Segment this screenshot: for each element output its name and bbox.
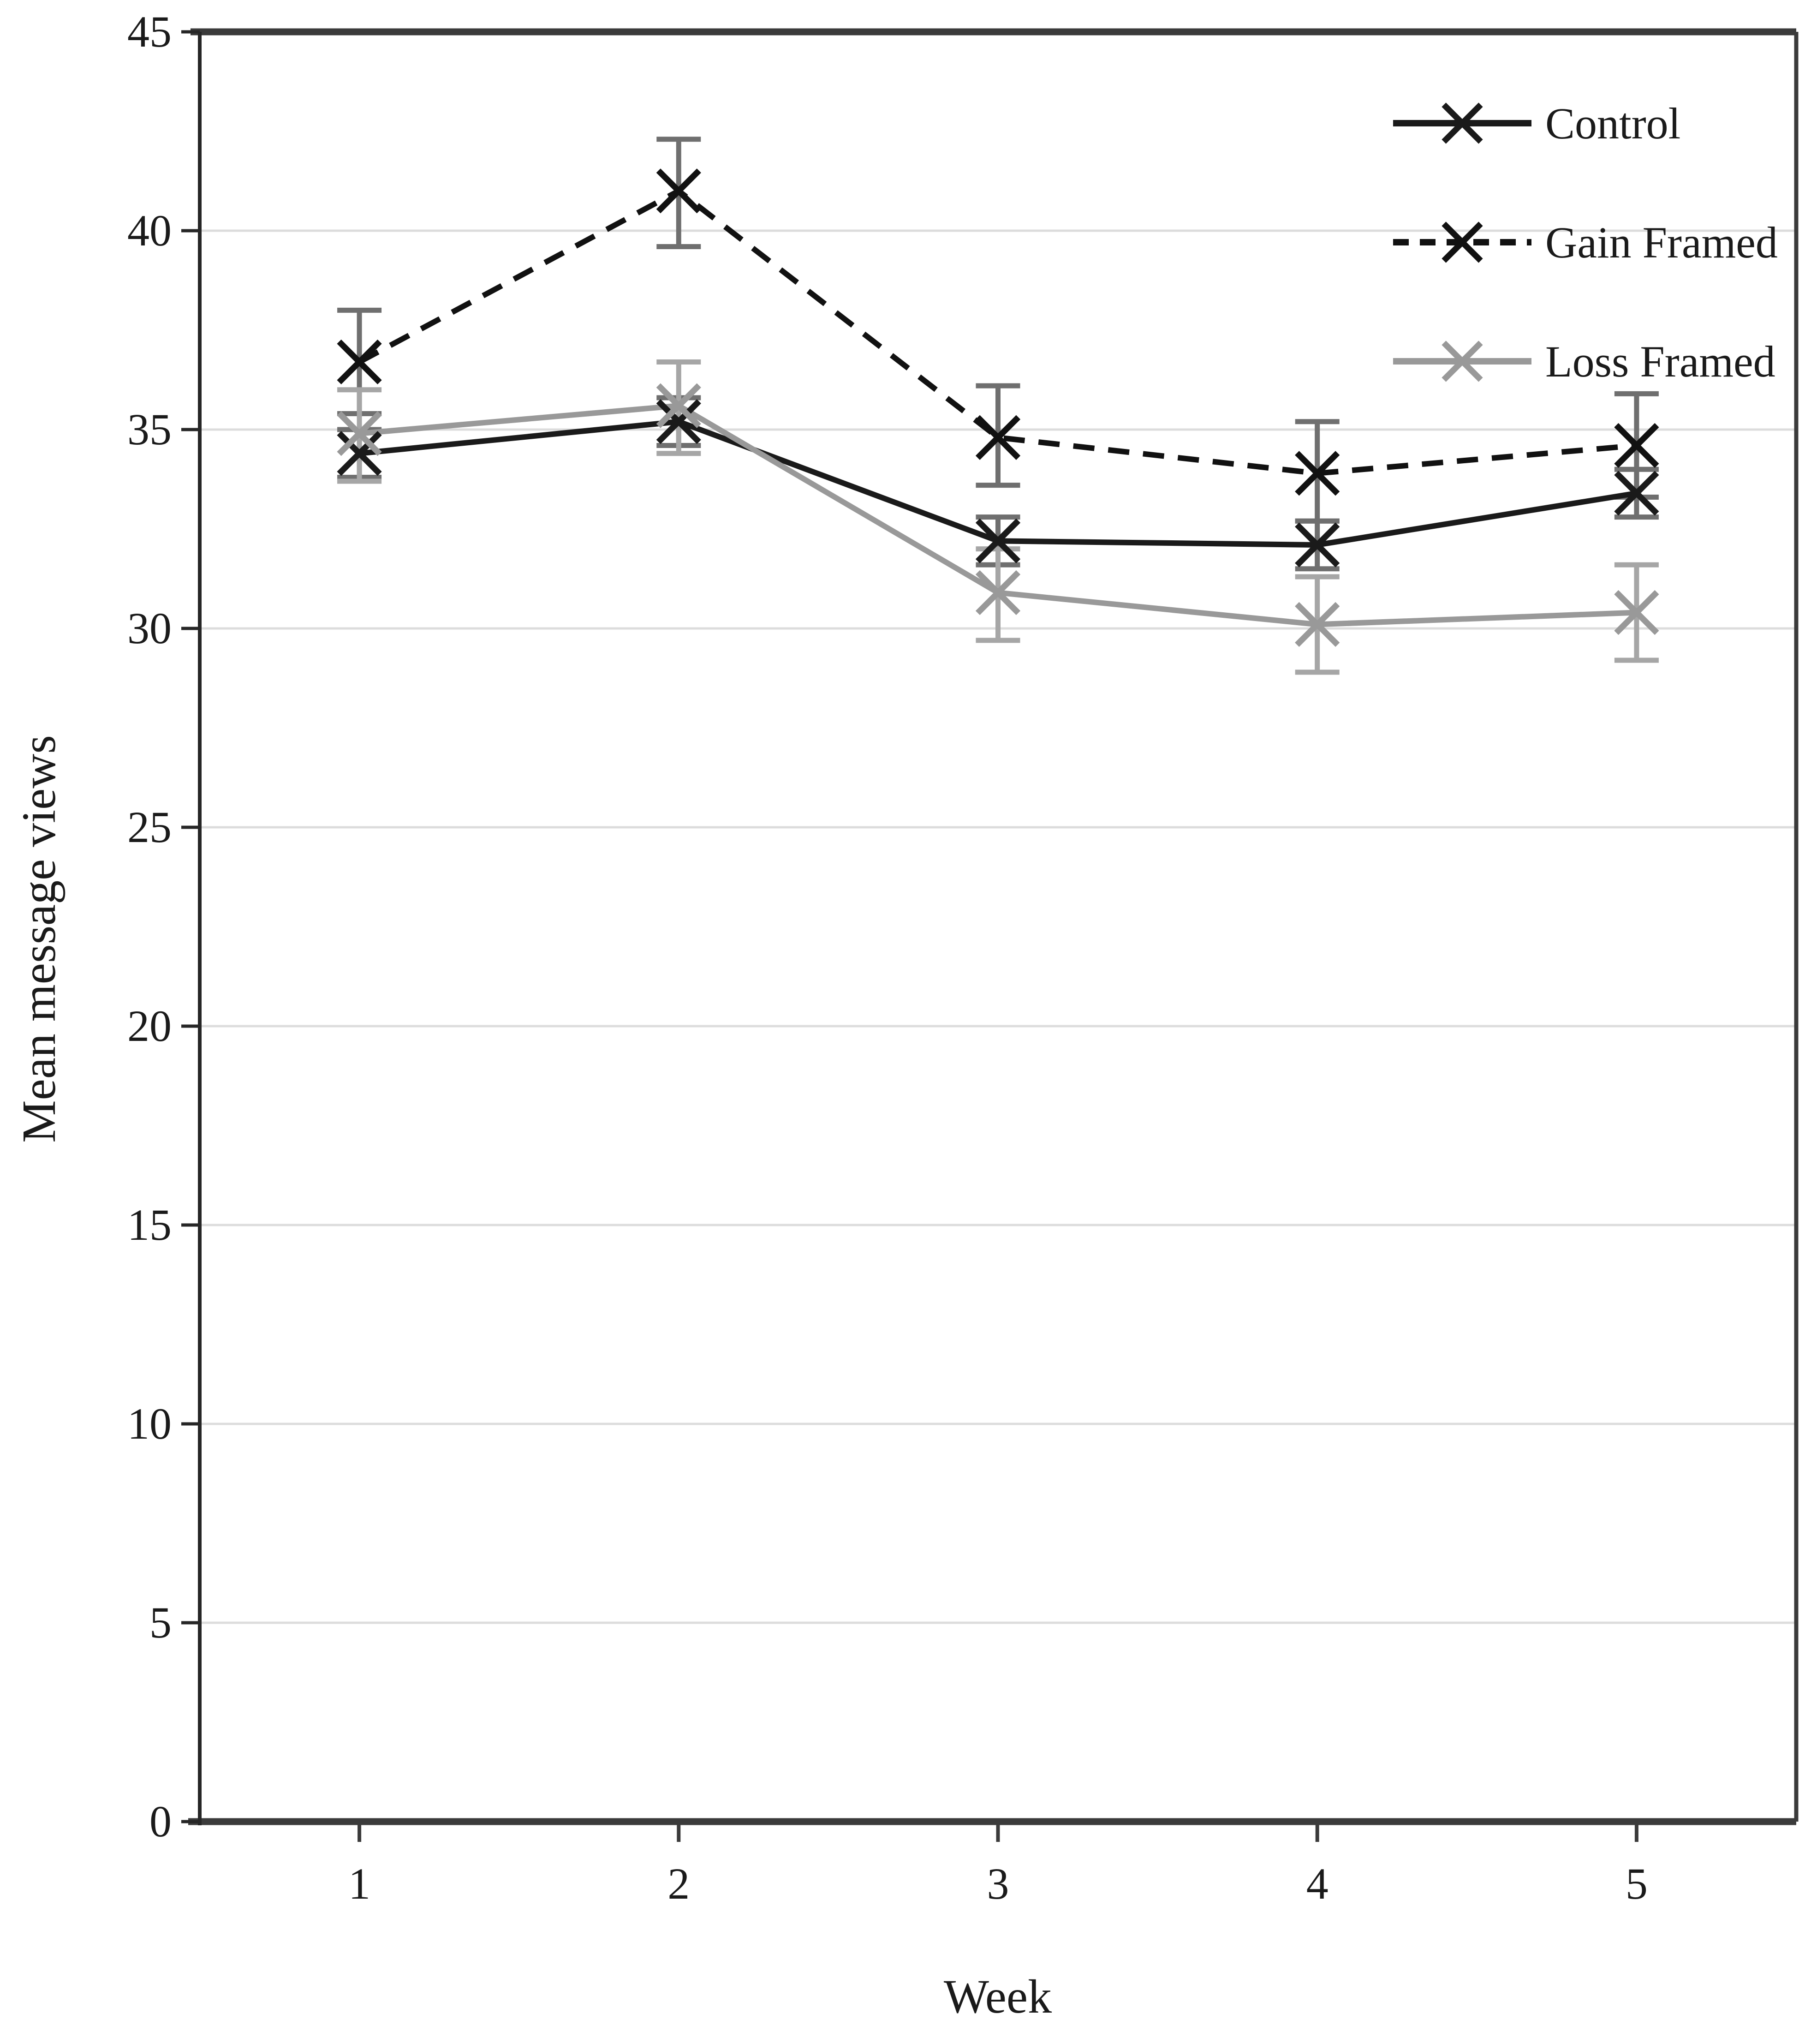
x-marker (656, 168, 701, 214)
x-marker (656, 383, 701, 428)
legend-label: Loss Framed (1545, 336, 1775, 386)
x-marker (975, 415, 1021, 460)
x-marker (1295, 522, 1340, 568)
y-tick-label: 20 (127, 1001, 172, 1051)
legend-item-loss-framed: Loss Framed (1393, 302, 1778, 421)
x-axis-title: Week (943, 1970, 1052, 2023)
legend-label: Control (1545, 98, 1681, 148)
x-marker (1295, 602, 1340, 647)
x-tick-label: 3 (987, 1859, 1009, 1908)
legend-line-sample (1393, 102, 1531, 144)
legend-item-gain-framed: Gain Framed (1393, 183, 1778, 302)
y-tick-label: 30 (127, 604, 172, 653)
series-line-gain-framed (358, 188, 1637, 476)
legend: Control Gain Framed Loss Framed (1393, 64, 1778, 421)
y-tick-label: 10 (127, 1399, 172, 1448)
legend-item-control: Control (1393, 64, 1778, 183)
y-axis-title: Mean message views (12, 735, 66, 1143)
x-marker (337, 431, 382, 476)
x-tick-label: 1 (348, 1859, 371, 1908)
x-marker (1614, 590, 1659, 635)
x-marker (656, 399, 701, 444)
y-tick-label: 15 (127, 1200, 172, 1249)
legend-label: Gain Framed (1545, 217, 1778, 267)
y-tick-label: 5 (149, 1598, 172, 1647)
x-marker (337, 411, 382, 456)
legend-line-sample (1393, 341, 1531, 382)
x-tick-label: 4 (1306, 1859, 1328, 1908)
y-tick-label: 25 (127, 802, 172, 852)
x-marker (975, 518, 1021, 563)
x-tick-label: 5 (1625, 1859, 1648, 1908)
x-tick-label: 2 (667, 1859, 690, 1908)
y-tick-label: 40 (127, 206, 172, 255)
y-tick-label: 45 (127, 7, 172, 56)
x-marker (1614, 423, 1659, 468)
x-marker (975, 570, 1021, 616)
x-marker (1614, 471, 1659, 516)
x-marker (1295, 451, 1340, 496)
legend-line-sample (1393, 221, 1531, 263)
y-tick-label: 35 (127, 405, 172, 454)
y-tick-label: 0 (149, 1797, 172, 1846)
x-marker (337, 339, 382, 385)
